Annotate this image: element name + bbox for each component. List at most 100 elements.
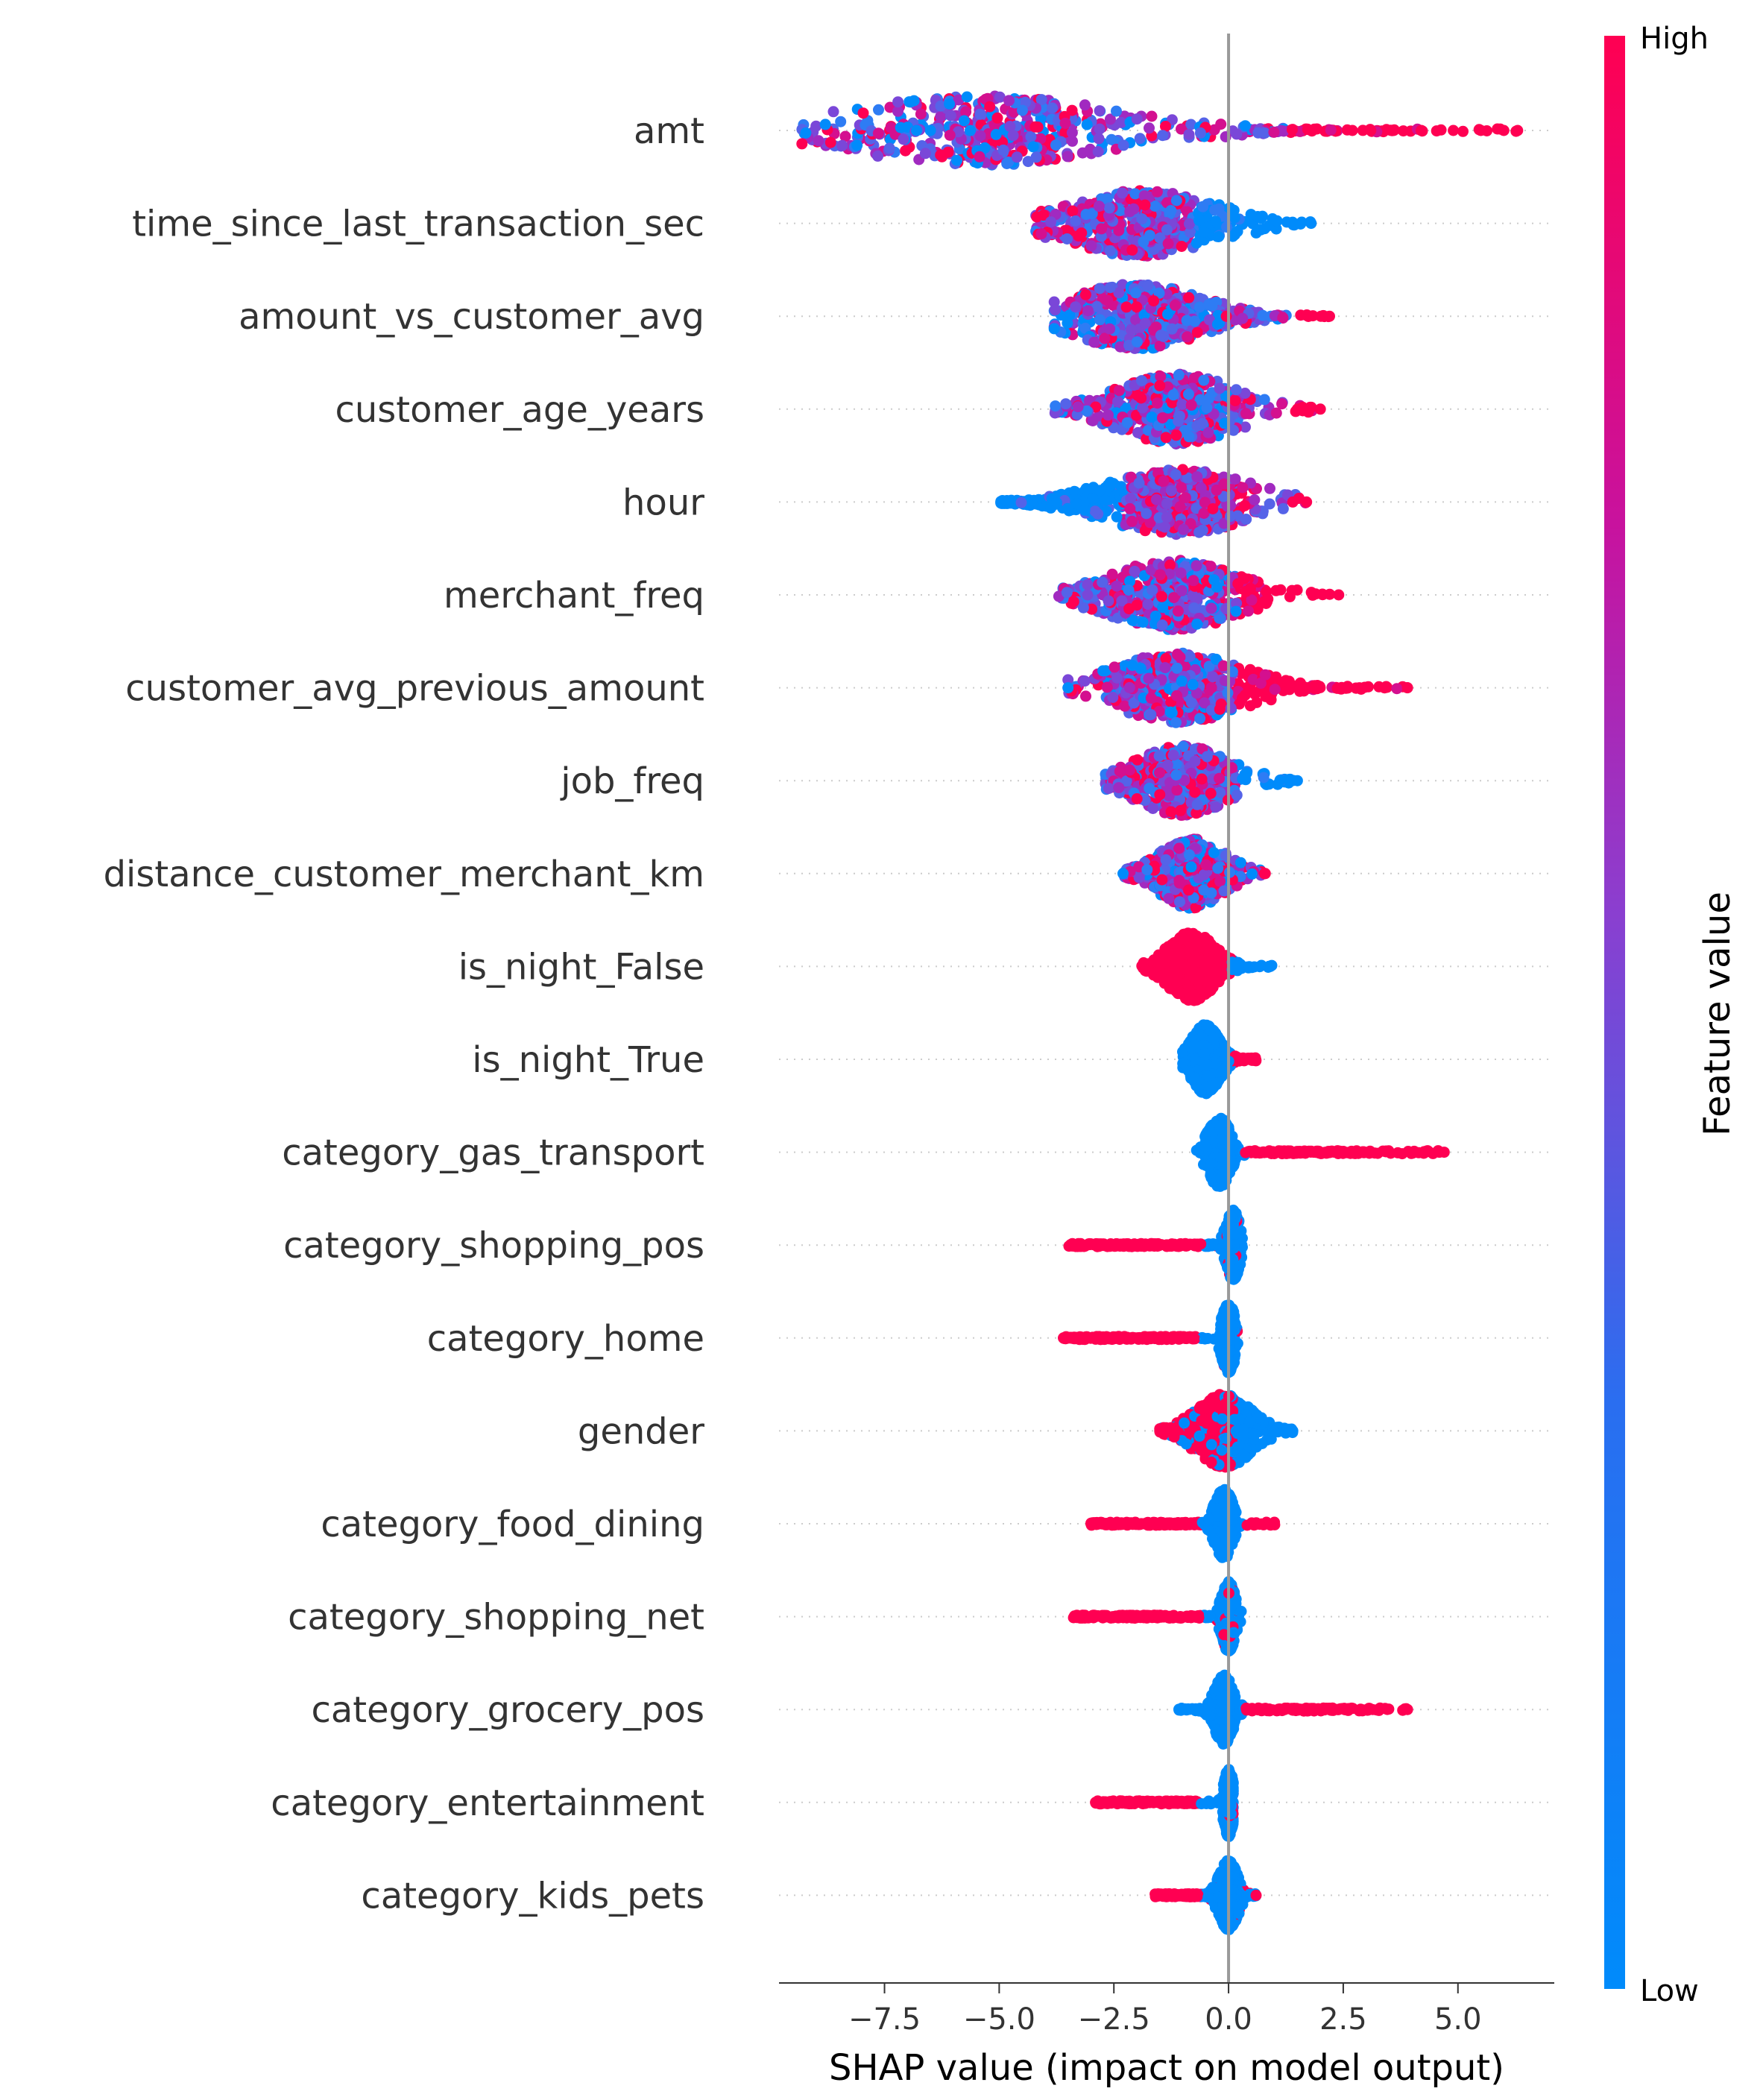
shap-point [1208,574,1220,586]
shap-point [1185,399,1197,411]
feature-points-customer_avg_previous_amount [1062,647,1413,728]
shap-point [1093,201,1105,212]
shap-point [857,107,869,119]
shap-point [1125,324,1137,335]
shap-point [1111,511,1123,523]
shap-point [1131,301,1143,313]
shap-point [1117,868,1129,880]
shap-point [1333,589,1345,601]
shap-point [1029,121,1041,133]
shap-point [1346,124,1358,136]
shap-point [1246,868,1258,880]
shap-point [1103,783,1114,795]
shap-point [1365,124,1377,136]
shap-point [836,139,848,151]
shap-point [961,91,973,103]
shap-point [1171,784,1183,796]
shap-point [1003,157,1015,168]
shap-point [1137,617,1149,628]
shap-point [1170,195,1182,206]
shap-point [1291,403,1303,415]
shap-point [1301,309,1313,321]
shap-point [908,95,920,107]
shap-point [1184,218,1195,230]
shap-point [1000,495,1012,507]
shap-point [924,124,936,136]
shap-point [1045,216,1057,228]
shap-point [1094,123,1106,135]
shap-point [1230,384,1242,396]
shap-point [1060,398,1072,410]
shap-point [1156,874,1168,886]
shap-point [1165,205,1177,216]
shap-point [1225,511,1237,523]
shap-point [1124,502,1136,514]
shap-point [951,154,963,166]
shap-point [1079,288,1091,300]
shap-point [1062,502,1073,514]
shap-point [1264,482,1275,494]
shap-point [990,128,1002,140]
shap-point [1231,128,1243,140]
shap-point [911,124,923,136]
shap-point [1094,105,1106,117]
shap-point [1035,228,1047,240]
shap-point [1178,523,1190,535]
shap-point [1113,224,1125,236]
feature-points-customer_age_years [1049,368,1326,450]
shap-point [1080,209,1092,221]
shap-point [935,100,947,112]
shap-point [1111,672,1123,684]
shap-point [1082,578,1094,590]
shap-point [1289,218,1301,230]
shap-point [885,122,897,133]
shap-point [1160,432,1172,444]
shap-point [1100,494,1111,506]
shap-point [1213,231,1225,242]
shap-point [1193,215,1205,227]
shap-point [1061,587,1073,599]
shap-point [1154,767,1165,779]
shap-point [1258,394,1270,406]
shap-point [1117,139,1129,151]
shap-point [1129,565,1141,577]
shap-point [1066,104,1078,116]
shap-point [1050,400,1062,412]
shap-point [1232,578,1244,590]
shap-point [813,135,824,147]
shap-point [1198,869,1210,880]
shap-point [1237,482,1249,494]
shap-point [1448,124,1460,136]
shap-point [1183,431,1195,443]
shap-point [1131,113,1143,125]
shap-point [1173,369,1185,381]
shap-point [1120,301,1132,313]
shap-point [1264,498,1275,510]
shap-point [1249,494,1261,505]
shap-point [1162,309,1173,320]
shap-point [1135,392,1147,404]
shap-point [1145,692,1157,704]
shap-point [1070,301,1082,313]
shap-point [1151,397,1163,409]
shap-point [1158,475,1170,487]
shap-point [1157,130,1169,142]
shap-point [1475,124,1486,136]
shap-point [1325,124,1337,136]
shap-point [1193,526,1205,538]
shap-point [1229,473,1241,485]
shap-point [1170,429,1182,441]
feature-points-hour [995,464,1313,540]
shap-point [1190,560,1202,572]
shap-point [1149,611,1161,622]
shap-point [1149,201,1161,212]
shap-point [839,130,851,142]
shap-point [1208,847,1220,859]
shap-point [1195,482,1207,494]
shap-point [1099,332,1111,344]
shap-point [1191,327,1203,338]
shap-point [1113,782,1125,794]
shap-point [1134,133,1146,145]
shap-point [919,148,931,160]
shap-point [997,144,1009,156]
